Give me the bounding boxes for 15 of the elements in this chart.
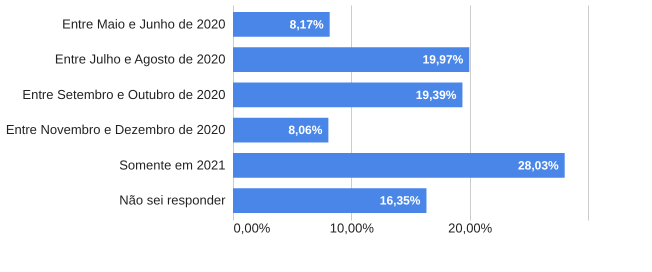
y-tick-label: Não sei responder — [119, 192, 226, 208]
y-tick-label: Entre Julho e Agosto de 2020 — [54, 52, 226, 67]
data-label: 8,06% — [288, 123, 323, 138]
x-tick-label: 10,00% — [330, 220, 374, 236]
y-tick-label: Entre Setembro e Outubro de 2020 — [22, 86, 226, 102]
y-tick-label: Entre Novembro e Dezembro de 2020 — [6, 122, 226, 138]
data-label: 16,35% — [380, 194, 421, 208]
y-tick-label: Somente em 2021 — [119, 157, 226, 172]
data-label: 19,39% — [416, 88, 457, 102]
data-label: 19,97% — [422, 52, 464, 67]
data-label: 8,17% — [290, 17, 324, 32]
x-tick-label: 0,00% — [234, 220, 271, 236]
y-tick-label: Entre Maio e Junho de 2020 — [62, 16, 226, 32]
data-label: 28,03% — [518, 158, 560, 172]
x-tick-label: 20,00% — [448, 220, 493, 236]
